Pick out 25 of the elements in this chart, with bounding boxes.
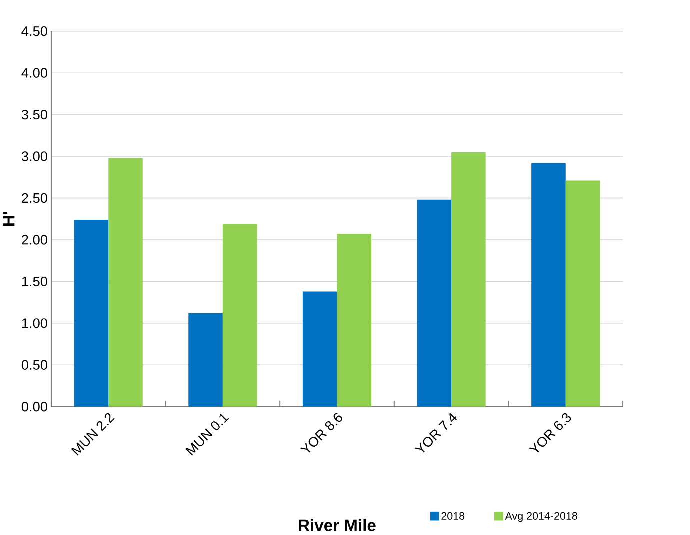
bar bbox=[417, 200, 452, 408]
bar bbox=[188, 314, 223, 408]
bar bbox=[108, 158, 143, 408]
y-tick-label: 2.00 bbox=[22, 235, 48, 245]
bar bbox=[222, 224, 258, 408]
y-tick-label: 2.50 bbox=[22, 194, 48, 204]
y-tick-label: 4.00 bbox=[22, 68, 48, 78]
x-axis-title: River Mile bbox=[299, 519, 376, 532]
x-tick-label: YOR 7.4 bbox=[414, 413, 458, 453]
y-tick-label: 0.50 bbox=[22, 360, 48, 370]
y-axis-title: H' bbox=[3, 212, 15, 226]
y-tick-label: 1.00 bbox=[22, 318, 48, 328]
y-tick-label: 3.50 bbox=[22, 110, 48, 120]
bar bbox=[74, 220, 109, 408]
bar bbox=[566, 180, 600, 408]
legend-label: 2018 bbox=[442, 512, 465, 520]
y-tick-label: 1.50 bbox=[22, 277, 48, 287]
bar bbox=[532, 163, 566, 408]
bar bbox=[337, 234, 372, 408]
y-tick-label: 4.50 bbox=[22, 26, 48, 36]
bar bbox=[302, 292, 338, 408]
y-tick-label: 0.00 bbox=[22, 402, 48, 412]
bar bbox=[452, 152, 486, 408]
y-tick-label: 3.00 bbox=[22, 152, 48, 162]
legend-label: Avg 2014-2018 bbox=[505, 512, 578, 522]
